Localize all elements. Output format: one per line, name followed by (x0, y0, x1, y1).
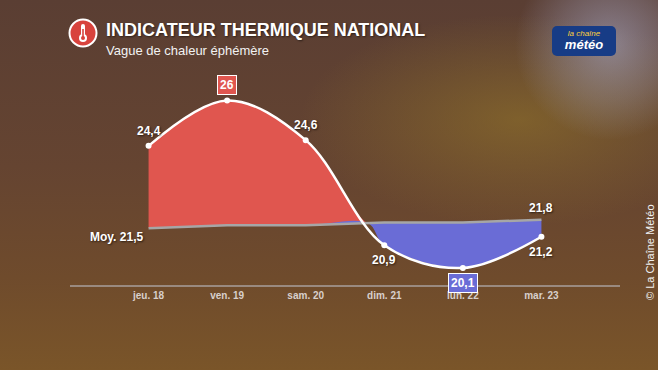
html-text:INDICATEUR THERMIQUE NATIONAL: INDICATEUR THERMIQUE NATIONAL (106, 20, 426, 40)
html-text:Vague de chaleur éphémère: Vague de chaleur éphémère (106, 43, 270, 58)
svg-text:21,2: 21,2 (529, 245, 553, 259)
svg-text:sam. 20: sam. 20 (287, 290, 324, 301)
svg-text:dim. 21: dim. 21 (367, 290, 402, 301)
svg-text:ven. 19: ven. 19 (210, 290, 244, 301)
svg-text:26: 26 (220, 78, 234, 92)
svg-text:mar. 23: mar. 23 (524, 290, 559, 301)
svg-text:20,1: 20,1 (451, 276, 475, 290)
svg-text:20,9: 20,9 (372, 253, 396, 267)
svg-text:jeu. 18: jeu. 18 (132, 290, 165, 301)
svg-text:24,4: 24,4 (137, 124, 161, 138)
html-text:la chaîne: la chaîne (567, 29, 601, 38)
html-text:© La Chaîne Météo: © La Chaîne Météo (644, 204, 656, 300)
svg-text:21,8: 21,8 (529, 201, 553, 215)
svg-text:lun. 22: lun. 22 (447, 290, 479, 301)
html-text:météo: météo (564, 37, 604, 52)
svg-text:24,6: 24,6 (294, 118, 318, 132)
svg-text:Moy. 21,5: Moy. 21,5 (90, 230, 143, 244)
